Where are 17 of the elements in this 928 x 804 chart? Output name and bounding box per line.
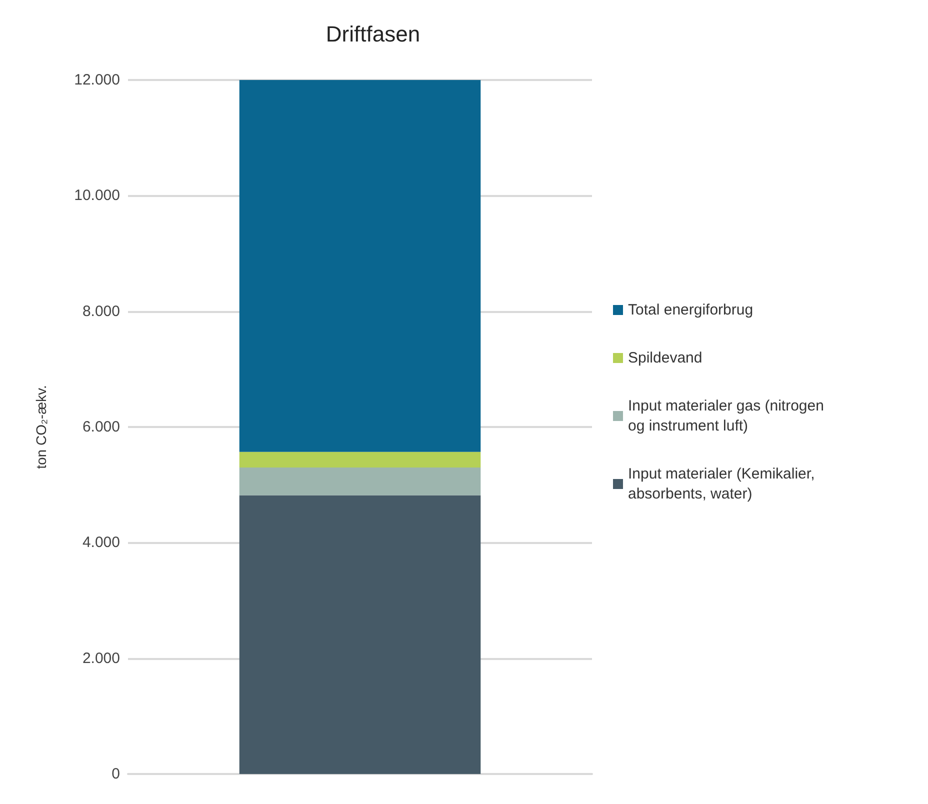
y-tick-label: 0 [112, 766, 120, 782]
y-tick-label: 10.000 [74, 187, 120, 204]
legend-label: Spildevand [628, 350, 702, 366]
legend-label: Input materialer (Kemikalier, absorbents, water) [628, 466, 819, 502]
bar [239, 452, 481, 468]
legend-label: Total energiforbrug [628, 302, 754, 318]
y-tick-label: 6.000 [82, 418, 120, 436]
bar [239, 80, 481, 452]
y-tick-label: 12.000 [74, 72, 120, 88]
bar [239, 467, 481, 496]
y-axis-title: ton CO₂-ækv. [33, 385, 49, 469]
y-tick-label: 8.000 [82, 302, 120, 320]
legend-label: Input materialer gas (nitrogen og instrument luft) [628, 398, 828, 434]
y-tick-label: 4.000 [82, 534, 120, 552]
bar [239, 495, 481, 774]
y-tick-label: 2.000 [82, 650, 120, 667]
chart-title: Driftfasen [326, 22, 420, 46]
